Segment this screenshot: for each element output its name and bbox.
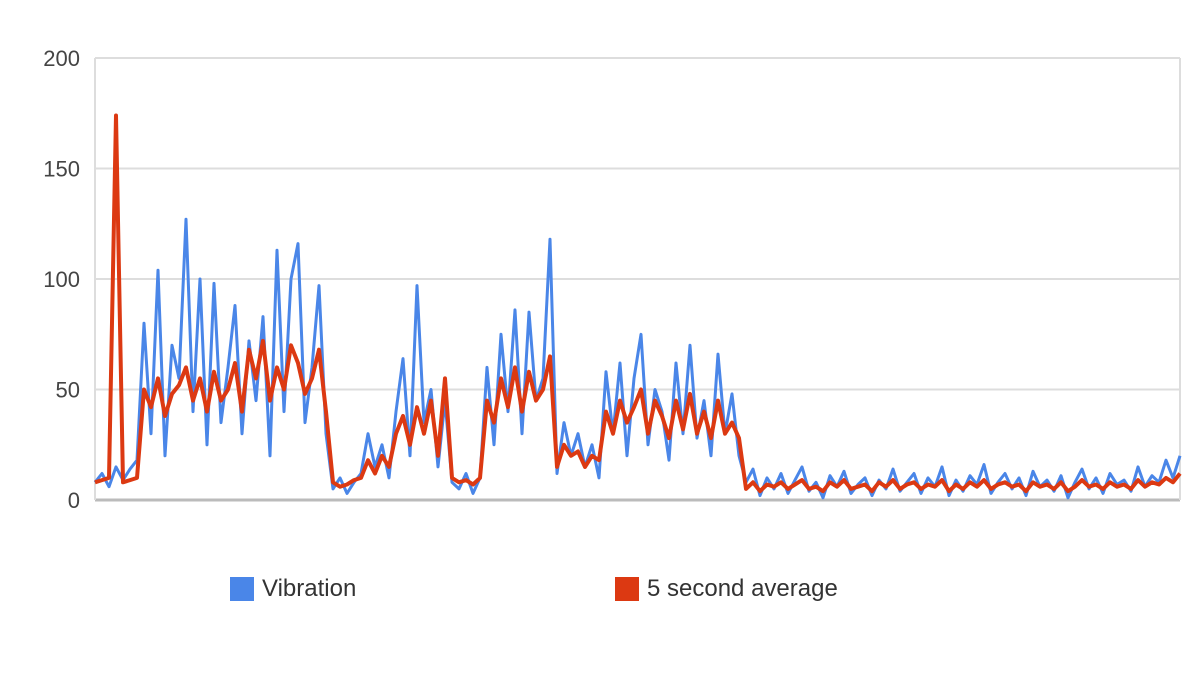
legend-swatch-blue (230, 577, 254, 601)
series-line-vibration (93, 217, 1182, 500)
gridlines (94, 57, 1181, 502)
legend-label: Vibration (262, 575, 357, 602)
series-line-average (94, 113, 1182, 494)
y-tick-label: 0 (68, 488, 80, 513)
legend-item-vibration[interactable]: Vibration (230, 575, 356, 603)
legend-item-average[interactable]: 5 second average (615, 575, 838, 603)
y-tick-label: 150 (43, 157, 80, 182)
y-tick-label: 50 (56, 378, 80, 403)
y-tick-label: 200 (43, 46, 80, 71)
y-tick-label: 100 (43, 267, 80, 292)
legend-label: 5 second average (647, 575, 838, 602)
y-axis-ticks: 0 50 100 150 200 (43, 46, 80, 513)
legend-swatch-red (615, 577, 639, 601)
